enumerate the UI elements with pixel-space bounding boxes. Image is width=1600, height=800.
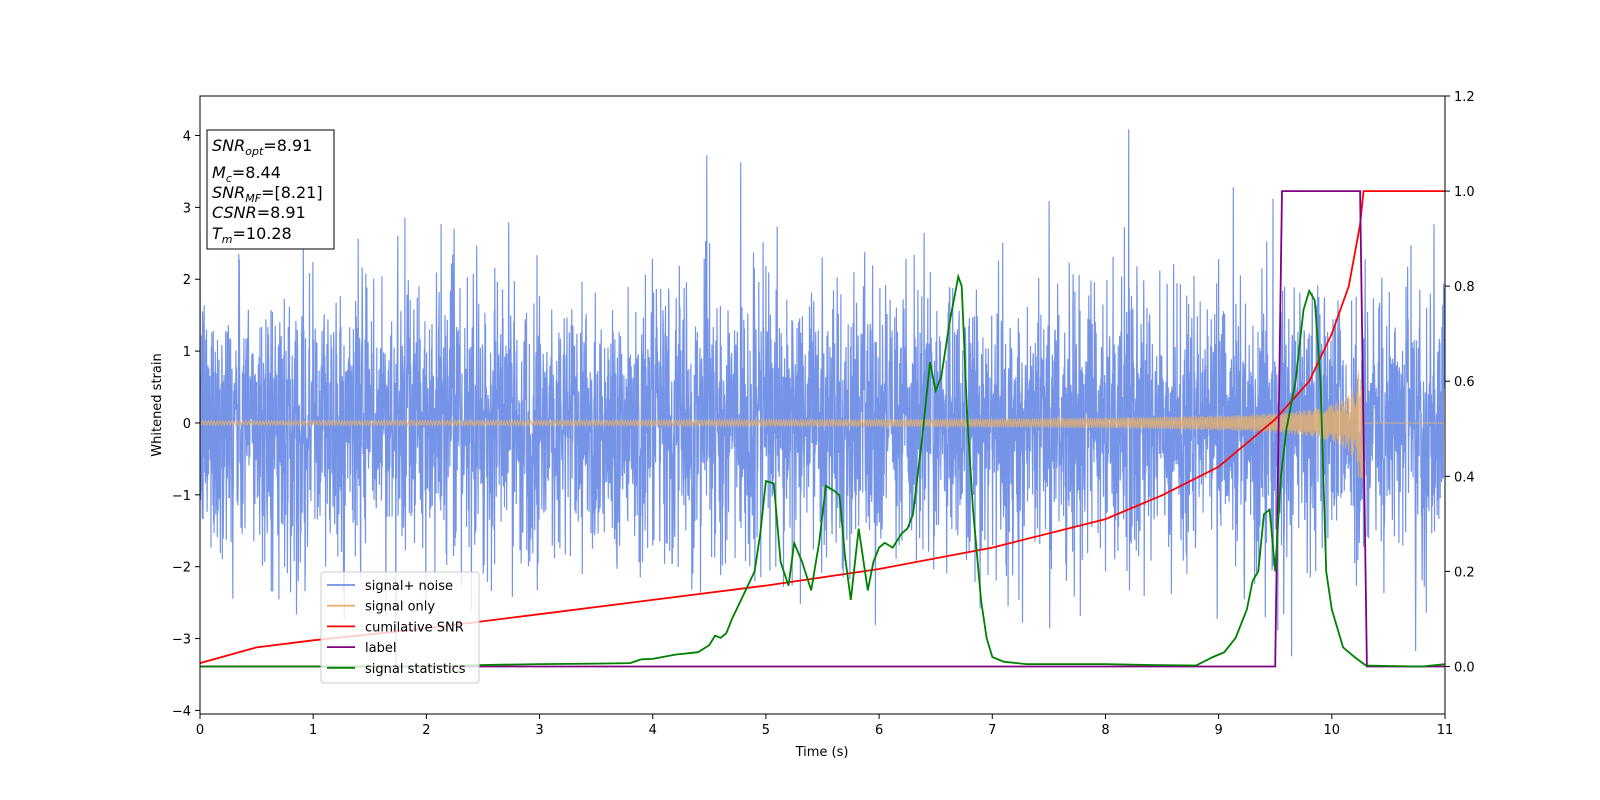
stats-annotation-line: Mc=8.44 <box>212 163 281 185</box>
y-tick-label-right: 0.0 <box>1454 660 1475 675</box>
series-signal-noise <box>200 129 1445 677</box>
y-tick-label-left: 3 <box>183 201 191 216</box>
y-tick-label-left: −1 <box>172 489 191 504</box>
y-tick-label-left: 4 <box>183 130 191 145</box>
x-tick-label: 6 <box>875 723 883 738</box>
x-axis-title: Time (s) <box>795 745 849 760</box>
y-tick-label-left: 1 <box>183 345 191 360</box>
legend-frame <box>320 571 480 684</box>
y-tick-label-right: 1.0 <box>1454 185 1475 200</box>
stats-annotation-line: CSNR=8.91 <box>212 203 306 222</box>
y-tick-label-left: −4 <box>172 704 191 719</box>
stats-annotation-line: SNRMF=[8.21] <box>212 183 323 205</box>
y-axis-title: Whitened strain <box>150 353 165 456</box>
y-tick-label-right: 0.6 <box>1454 375 1475 390</box>
y-tick-label-right: 0.8 <box>1454 280 1475 295</box>
x-tick-label: 9 <box>1214 723 1222 738</box>
x-tick-label: 8 <box>1101 723 1109 738</box>
legend-label: signal only <box>365 600 435 615</box>
x-tick-label: 3 <box>535 723 543 738</box>
y-tick-label-right: 1.2 <box>1454 90 1475 105</box>
y-tick-label-right: 0.4 <box>1454 470 1475 485</box>
series-signal-statistics <box>200 273 1445 668</box>
x-tick-label: 10 <box>1324 723 1341 738</box>
plot-frame <box>199 95 1446 715</box>
legend: signal+ noise signal only cumilative SNR la… <box>320 571 480 684</box>
axes-layer: 0 1 2 3 4 5 6 7 8 9 10 11 −4 −3 −2 −1 0 1 2 3 4 0.0 0.2 0.4 0.6 0… <box>172 90 1475 738</box>
y-tick-label-left: 0 <box>183 417 191 432</box>
y-tick-label-left: −2 <box>172 561 191 576</box>
stats-annotation-frame <box>206 129 335 250</box>
y-tick-label-right: 0.2 <box>1454 565 1475 580</box>
legend-label: signal+ noise <box>365 579 453 594</box>
legend-label: signal statistics <box>365 662 466 677</box>
x-tick-label: 2 <box>422 723 430 738</box>
x-tick-label: 0 <box>196 723 204 738</box>
stats-annotation-line: SNRopt=8.91 <box>212 136 312 158</box>
x-tick-label: 1 <box>309 723 317 738</box>
x-tick-label: 7 <box>988 723 996 738</box>
y-tick-label-left: 2 <box>183 273 191 288</box>
x-tick-label: 5 <box>762 723 770 738</box>
legend-label: cumilative SNR <box>365 620 464 635</box>
y-tick-label-left: −3 <box>172 633 191 648</box>
series-signal-only <box>200 370 1445 479</box>
legend-label: label <box>365 641 396 656</box>
x-tick-label: 11 <box>1437 723 1454 738</box>
stats-annotation-line: Tm=10.28 <box>212 224 292 246</box>
x-tick-label: 4 <box>649 723 657 738</box>
